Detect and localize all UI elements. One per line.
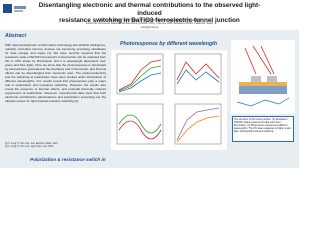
section-heading: Polarization & resistance switch in — [30, 157, 106, 162]
logo — [3, 4, 26, 13]
section-heading: Abstract — [5, 33, 27, 39]
reference: [2] X. Long, H. Tan et al., Appl. Phys. … — [5, 146, 54, 148]
references: [1] X. Long, H. Tan et al., Adv. Electro… — [5, 143, 106, 149]
abstract-text: With rapid development of information te… — [5, 43, 106, 103]
section-heading: Photoresponse by different wavelength — [120, 41, 218, 47]
panel-axes — [116, 53, 222, 145]
figure-note: The structure of the tunnel junction. (b… — [232, 116, 294, 142]
email: xlong@icmab.es — [140, 25, 159, 29]
panel-curves — [118, 59, 220, 143]
poster-title: Disentangling electronic and thermal con… — [30, 2, 269, 25]
reference: [1] X. Long, H. Tan et al., Adv. Electro… — [5, 143, 58, 145]
title-line: resistance switching in BaTiO3 ferroelec… — [59, 17, 240, 25]
figure-background — [111, 50, 227, 150]
authors: Xiao Long, Huan Tan, Florencio Sánchez, … — [97, 18, 202, 22]
figure-panels — [111, 50, 227, 150]
device-figure — [231, 40, 295, 114]
affiliation: Institut de Ciència de Materials de Barc… — [85, 22, 214, 25]
title-line: Disentangling electronic and thermal con… — [38, 2, 261, 17]
poster: Disentangling electronic and thermal con… — [0, 0, 299, 168]
